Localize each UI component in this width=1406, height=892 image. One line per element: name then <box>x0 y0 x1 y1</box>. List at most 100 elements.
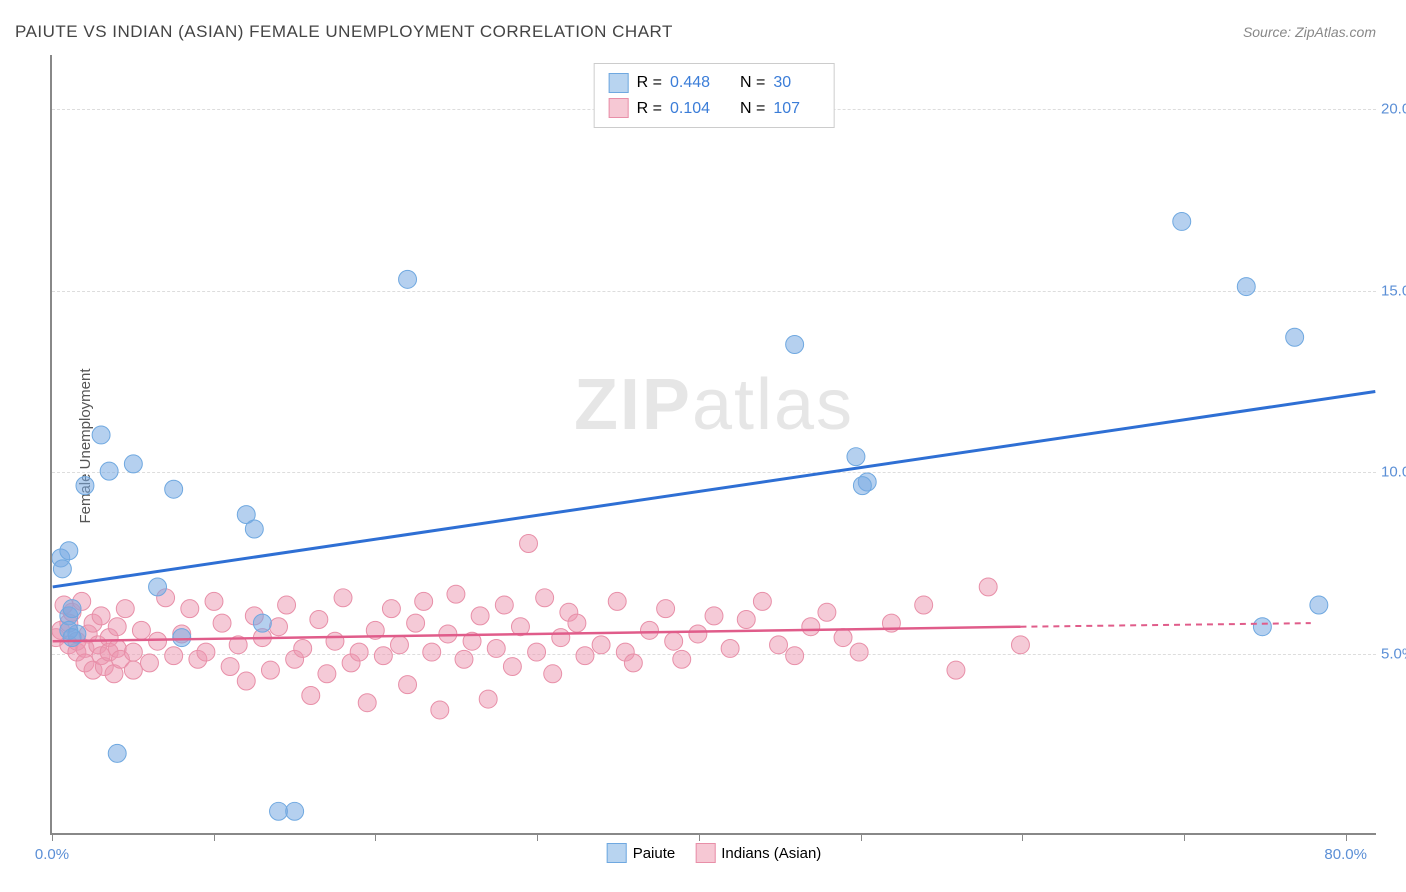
indian-point <box>689 625 707 643</box>
r-label: R = <box>637 70 662 96</box>
indian-point <box>487 639 505 657</box>
indian-point <box>818 603 836 621</box>
indian-point <box>92 607 110 625</box>
indian-point <box>624 654 642 672</box>
paiute-point <box>1237 278 1255 296</box>
indian-point <box>979 578 997 596</box>
indian-point <box>592 636 610 654</box>
indian-point <box>536 589 554 607</box>
correlation-legend: R = 0.448 N = 30 R = 0.104 N = 107 <box>594 63 835 128</box>
indian-point <box>221 658 239 676</box>
indian-point <box>149 632 167 650</box>
n-label: N = <box>740 96 765 122</box>
indian-point <box>326 632 344 650</box>
indian-point <box>471 607 489 625</box>
paiute-point <box>286 802 304 820</box>
indian-point <box>116 600 134 618</box>
paiute-point <box>173 629 191 647</box>
legend-swatch-indian-bottom <box>695 843 715 863</box>
legend-swatch-paiute-bottom <box>607 843 627 863</box>
indian-point <box>915 596 933 614</box>
indian-point <box>302 687 320 705</box>
y-tick-label: 10.0% <box>1381 464 1406 481</box>
legend-swatch-indian <box>609 98 629 118</box>
indian-point <box>205 592 223 610</box>
x-tick <box>1346 833 1347 841</box>
n-label: N = <box>740 70 765 96</box>
r-value: 0.104 <box>670 96 716 122</box>
legend-row-indian: R = 0.104 N = 107 <box>609 96 820 122</box>
indian-point <box>503 658 521 676</box>
r-value: 0.448 <box>670 70 716 96</box>
indian-point <box>737 611 755 629</box>
paiute-point <box>108 744 126 762</box>
indian-point <box>213 614 231 632</box>
source-label: Source: ZipAtlas.com <box>1243 24 1376 40</box>
x-axis-max-label: 80.0% <box>1324 846 1367 863</box>
indian-trendline <box>53 627 1021 641</box>
indian-point <box>850 643 868 661</box>
indian-point <box>310 611 328 629</box>
paiute-point <box>847 448 865 466</box>
scatter-svg <box>52 55 1376 833</box>
indian-point <box>374 647 392 665</box>
indian-point <box>544 665 562 683</box>
legend-swatch-paiute <box>609 73 629 93</box>
paiute-point <box>1310 596 1328 614</box>
y-tick-label: 5.0% <box>1381 645 1406 662</box>
legend-row-paiute: R = 0.448 N = 30 <box>609 70 820 96</box>
indian-point <box>673 650 691 668</box>
paiute-point <box>1253 618 1271 636</box>
chart-title: PAIUTE VS INDIAN (ASIAN) FEMALE UNEMPLOY… <box>15 22 673 42</box>
legend-label: Indians (Asian) <box>721 845 821 862</box>
indian-point <box>318 665 336 683</box>
indian-point <box>770 636 788 654</box>
x-tick <box>861 833 862 841</box>
paiute-point <box>53 560 71 578</box>
x-tick <box>214 833 215 841</box>
paiute-point <box>76 477 94 495</box>
indian-point <box>528 643 546 661</box>
indian-point <box>124 643 142 661</box>
indian-point <box>552 629 570 647</box>
indian-point <box>270 618 288 636</box>
indian-point <box>108 618 126 636</box>
paiute-point <box>245 520 263 538</box>
paiute-point <box>399 270 417 288</box>
paiute-point <box>1286 328 1304 346</box>
legend-item-indian: Indians (Asian) <box>695 843 821 863</box>
chart-container: PAIUTE VS INDIAN (ASIAN) FEMALE UNEMPLOY… <box>0 0 1406 892</box>
paiute-point <box>60 542 78 560</box>
indian-point <box>237 672 255 690</box>
indian-point <box>124 661 142 679</box>
x-tick <box>1184 833 1185 841</box>
indian-point <box>495 596 513 614</box>
indian-point <box>431 701 449 719</box>
x-tick <box>537 833 538 841</box>
paiute-point <box>149 578 167 596</box>
paiute-trendline <box>53 392 1376 587</box>
indian-point <box>132 621 150 639</box>
indian-point <box>423 643 441 661</box>
x-tick <box>52 833 53 841</box>
indian-point <box>641 621 659 639</box>
indian-point <box>705 607 723 625</box>
legend-item-paiute: Paiute <box>607 843 676 863</box>
plot-area: ZIPatlas R = 0.448 N = 30 R = 0.104 N = … <box>50 55 1376 835</box>
legend-label: Paiute <box>633 845 676 862</box>
series-legend: Paiute Indians (Asian) <box>607 843 822 863</box>
indian-point <box>834 629 852 647</box>
indian-point <box>294 639 312 657</box>
indian-point <box>665 632 683 650</box>
indian-point <box>391 636 409 654</box>
paiute-point <box>270 802 288 820</box>
indian-point <box>261 661 279 679</box>
paiute-point <box>63 600 81 618</box>
paiute-point <box>786 336 804 354</box>
indian-point <box>576 647 594 665</box>
indian-point <box>479 690 497 708</box>
indian-point <box>197 643 215 661</box>
paiute-point <box>124 455 142 473</box>
indian-point <box>947 661 965 679</box>
indian-point <box>721 639 739 657</box>
